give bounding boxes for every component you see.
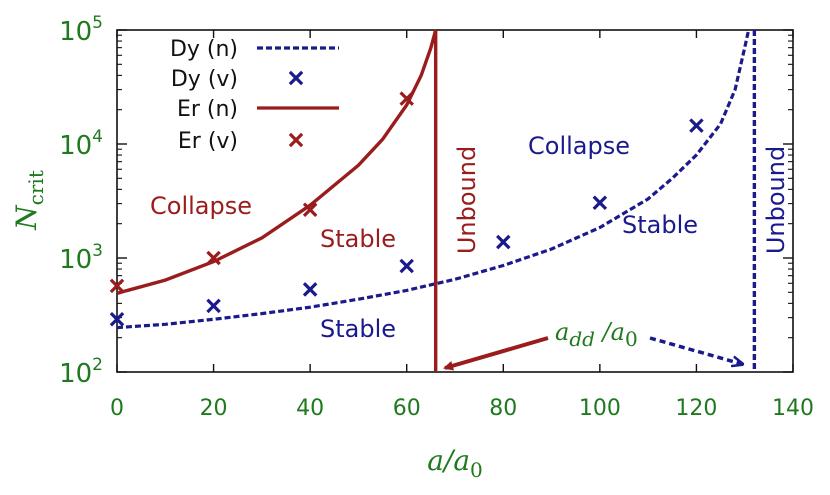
x-tick-label: 0 [110, 396, 124, 421]
marker-stroke [399, 91, 414, 106]
axis-titles: a/a0 Ncrit [10, 170, 483, 482]
region-label: Collapse [150, 192, 252, 220]
x-tick-label: 20 [200, 396, 228, 421]
legend-label: Er (n) [177, 97, 238, 122]
y-tick-exp: 5 [92, 13, 103, 33]
add-annotation: add /a0 [443, 318, 742, 371]
legend: Dy (n) Dy (v) Er (n) Er (v) [170, 37, 339, 154]
marker-stroke [592, 195, 608, 211]
y-tick-label: 103 [59, 241, 103, 275]
dy-v-point [109, 312, 125, 327]
legend-label: Er (v) [178, 129, 238, 154]
add-label: add /a0 [555, 318, 638, 351]
y-tick-label: 105 [59, 13, 103, 47]
region-annotations: Collapse Stable Collapse Stable Stable [150, 132, 698, 343]
er-v-point [302, 202, 318, 218]
marker-stroke [288, 132, 304, 148]
marker-stroke [109, 278, 125, 294]
marker-stroke [206, 298, 221, 314]
dy-v-point [399, 258, 414, 274]
y-axis-title: Ncrit [10, 170, 48, 231]
dy-v-point [592, 195, 608, 211]
y-tick-base: 10 [59, 359, 92, 389]
marker-stroke [288, 70, 304, 86]
y-tick-label: 102 [59, 355, 103, 389]
legend-marker [288, 132, 304, 148]
y-tick-exp: 3 [92, 241, 103, 261]
vertical-lines: Unbound Unbound [433, 30, 790, 372]
x-tick-label: 40 [296, 396, 324, 421]
legend-label: Dy (n) [170, 37, 238, 62]
dy-v-point [302, 282, 318, 297]
x-tick-label: 60 [393, 396, 421, 421]
x-tick-label: 80 [489, 396, 517, 421]
marker-stroke [302, 282, 318, 297]
marker-stroke [302, 202, 318, 218]
x-tick-label: 120 [675, 396, 717, 421]
x-tick-label: 140 [772, 396, 814, 421]
unbound-label: Unbound [762, 146, 790, 254]
y-tick-base: 10 [59, 245, 92, 275]
er-v-point [109, 278, 125, 294]
y-tick-base: 10 [59, 17, 92, 47]
plot-border [116, 29, 794, 373]
marker-stroke [399, 258, 414, 274]
region-label: Stable [320, 225, 396, 253]
x-tick-label: 100 [579, 396, 621, 421]
dy-v-point [206, 298, 221, 314]
dy-v-point [496, 234, 511, 250]
dy-v-point [689, 118, 704, 133]
y-tick-exp: 4 [92, 127, 103, 147]
region-label: Collapse [528, 132, 630, 160]
marker-stroke [496, 234, 511, 250]
marker-stroke [206, 250, 221, 266]
er-n-line [116, 29, 438, 295]
er-v-point [206, 250, 221, 266]
dy-n-line [116, 29, 751, 330]
marker-stroke [689, 118, 704, 133]
add-arrow-right [649, 336, 742, 364]
x-axis: 0 20 40 60 80 100 120 140 [110, 30, 814, 421]
x-axis-title: a/a0 [427, 444, 483, 482]
plot-frame [116, 29, 794, 373]
y-tick-exp: 2 [92, 355, 103, 375]
unbound-label: Unbound [453, 146, 481, 254]
region-label: Stable [622, 211, 698, 239]
add-arrow-left [443, 336, 549, 371]
legend-marker [288, 70, 304, 86]
y-tick-label: 104 [59, 127, 103, 161]
legend-label: Dy (v) [171, 67, 238, 92]
y-tick-base: 10 [59, 131, 92, 161]
region-label: Stable [320, 315, 396, 343]
marker-stroke [109, 312, 125, 327]
series-layer [109, 29, 751, 330]
er-v-point [399, 91, 414, 106]
